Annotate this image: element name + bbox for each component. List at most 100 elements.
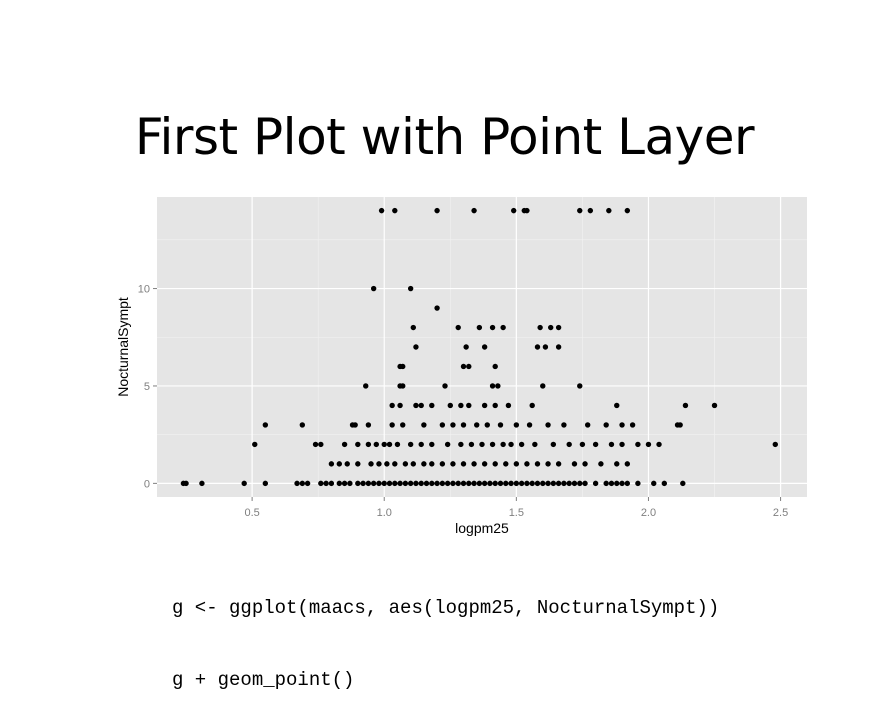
data-point (450, 422, 456, 428)
data-point (365, 441, 372, 448)
data-point (365, 480, 372, 487)
data-point (447, 402, 453, 409)
data-point (592, 480, 599, 487)
data-point (299, 422, 306, 428)
data-point (318, 441, 324, 448)
data-point (540, 383, 546, 389)
data-point (481, 461, 488, 467)
data-point (389, 422, 395, 428)
data-point (545, 480, 551, 487)
data-point (534, 344, 541, 350)
x-tick-label: 2.0 (641, 507, 656, 519)
data-point (344, 461, 350, 467)
data-point (542, 344, 549, 350)
data-point (355, 461, 361, 467)
x-axis-label: logpm25 (455, 520, 509, 536)
data-point (389, 402, 395, 409)
data-point (373, 441, 380, 448)
data-point (397, 480, 403, 487)
data-point (608, 441, 615, 448)
data-point (481, 344, 488, 350)
data-point (682, 402, 689, 409)
data-point (619, 480, 625, 487)
data-point (400, 422, 406, 428)
data-point (550, 480, 557, 487)
data-point (407, 480, 414, 487)
data-point (407, 441, 414, 448)
data-point (304, 480, 311, 487)
data-point (352, 422, 358, 428)
data-point (370, 285, 377, 292)
data-point (566, 441, 572, 448)
data-point (513, 461, 520, 467)
data-point (526, 422, 533, 428)
data-point (439, 480, 446, 487)
y-tick-label: 5 (144, 381, 150, 393)
data-point (355, 480, 361, 487)
data-point (421, 422, 427, 428)
scatter-plot: 0.5 1.0 1.5 2.0 2.5 0 5 10 logpm25 NocturnalSympt (115, 197, 807, 536)
data-point (429, 480, 435, 487)
data-point (262, 422, 269, 428)
data-point (421, 461, 427, 467)
x-tick-label: 1.0 (377, 507, 392, 519)
data-point (534, 480, 541, 487)
data-point (460, 480, 467, 487)
data-point (381, 480, 387, 487)
data-point (629, 422, 636, 428)
data-point (400, 363, 406, 370)
data-point (413, 402, 419, 409)
data-point (492, 402, 498, 409)
data-point (386, 480, 393, 487)
y-tick-label: 10 (138, 284, 150, 296)
data-point (471, 461, 477, 467)
data-point (429, 461, 435, 467)
data-point (458, 402, 464, 409)
data-point (624, 207, 631, 214)
data-point (355, 441, 361, 448)
slide-title: First Plot with Point Layer (134, 108, 755, 166)
data-point (550, 441, 557, 448)
data-point (518, 441, 525, 448)
data-point (460, 363, 467, 370)
data-point (376, 480, 382, 487)
data-point (199, 480, 205, 487)
data-point (524, 480, 530, 487)
data-point (463, 344, 469, 350)
data-point (561, 480, 567, 487)
code-line: g <- ggplot(maacs, aes(logpm25, Nocturna… (172, 597, 720, 619)
data-point (495, 383, 501, 389)
data-point (503, 480, 509, 487)
data-point (252, 441, 258, 448)
data-point (476, 480, 483, 487)
data-point (487, 480, 493, 487)
data-point (582, 461, 588, 467)
data-point (386, 441, 393, 448)
data-point (711, 402, 718, 409)
data-point (489, 441, 496, 448)
data-point (537, 324, 543, 331)
data-point (511, 207, 517, 214)
data-point (336, 480, 343, 487)
data-point (508, 441, 514, 448)
data-point (363, 383, 369, 389)
data-point (407, 285, 414, 292)
data-point (540, 480, 546, 487)
data-point (481, 402, 488, 409)
data-point (624, 480, 631, 487)
data-point (608, 480, 615, 487)
data-point (635, 480, 641, 487)
data-point (619, 422, 625, 428)
data-point (318, 480, 324, 487)
data-point (518, 480, 525, 487)
data-point (423, 480, 430, 487)
data-point (323, 480, 329, 487)
data-point (479, 441, 485, 448)
data-point (468, 441, 475, 448)
data-point (481, 480, 488, 487)
data-point (444, 480, 451, 487)
data-point (571, 480, 578, 487)
data-point (529, 402, 535, 409)
data-point (460, 461, 467, 467)
x-tick-label: 1.5 (509, 507, 524, 519)
